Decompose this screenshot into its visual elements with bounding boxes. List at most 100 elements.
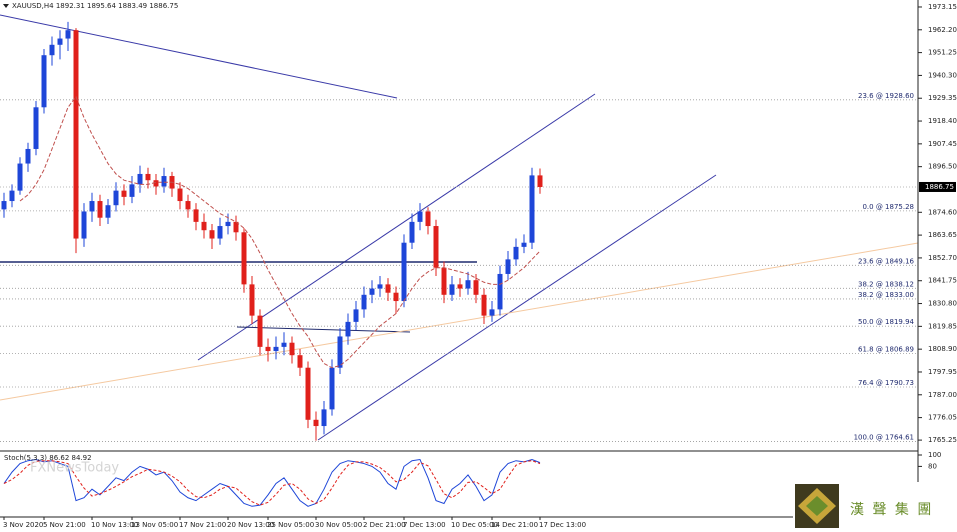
candle-body <box>345 321 351 337</box>
fib-label: 50.0 @ 1819.94 <box>858 318 915 326</box>
channel-lower <box>317 174 717 441</box>
candle-body <box>497 273 503 310</box>
y-tick-label: 1929.35 <box>928 94 957 102</box>
candle-body <box>481 294 487 316</box>
support-line <box>236 326 411 333</box>
candle-body <box>113 190 119 206</box>
candle-body <box>425 211 431 227</box>
candle-body <box>513 246 519 260</box>
candle-body <box>185 201 191 210</box>
y-tick-label: 1852.70 <box>928 254 957 262</box>
y-tick-label: 1918.40 <box>928 117 957 125</box>
plot: 1973.15 1962.20 1951.25 1940.30 1929.35 1918.… <box>0 3 957 529</box>
candle-body <box>177 188 183 202</box>
candle-body <box>449 284 455 295</box>
candle-body <box>97 201 103 218</box>
candle-body <box>281 342 287 347</box>
y-tick-label: 1841.75 <box>928 277 957 285</box>
candle-body <box>417 211 423 222</box>
y-tick-label: 1951.25 <box>928 49 957 57</box>
candle-body <box>153 180 159 187</box>
candle-body <box>233 221 239 233</box>
candle-body <box>273 346 279 352</box>
candle-body <box>505 259 511 274</box>
candle-body <box>489 309 495 316</box>
x-tick-label: 17 Dec 13:00 <box>539 521 586 529</box>
candle-body <box>297 355 303 368</box>
candle-body <box>473 280 479 295</box>
chart-title: XAUUSD,H4 1892.31 1895.64 1883.49 1886.7… <box>12 2 178 10</box>
candle-body <box>321 409 327 427</box>
y-tick-label: 1808.90 <box>928 345 957 353</box>
last-price-box <box>919 181 956 192</box>
candle-body <box>145 173 151 181</box>
logo: 漢 聲 集 團 <box>793 482 957 532</box>
candle-body <box>441 267 447 295</box>
candle-body <box>193 209 199 222</box>
candle-body <box>433 226 439 268</box>
candle-body <box>121 190 127 197</box>
candle-body <box>409 221 415 243</box>
candle-body <box>217 226 223 239</box>
candle-body <box>457 284 463 289</box>
candle-body <box>249 284 255 316</box>
stoch-title: Stoch(5,3,3) 86.62 84.92 <box>4 454 92 462</box>
menu-arrow <box>3 4 9 8</box>
fib-label: 0.0 @ 1875.28 <box>862 203 914 211</box>
long-ma-line <box>0 242 919 401</box>
x-tick-label: 17 Nov 21:00 <box>179 521 226 529</box>
y-tick-label: 1896.50 <box>928 163 957 171</box>
candle-body <box>225 221 231 227</box>
y-tick-label: 1940.30 <box>928 71 957 79</box>
candle-body <box>385 284 391 293</box>
y-tick-label: 1776.05 <box>928 414 957 422</box>
stoch-k <box>3 459 541 507</box>
x-tick-label: 3 Nov 2020 <box>3 521 43 529</box>
logo-diamond-inner <box>806 496 828 516</box>
candle-body <box>377 284 383 289</box>
y-tick-label: 1830.80 <box>928 300 957 308</box>
candle-body <box>105 205 111 218</box>
y-tick-label: 1765.25 <box>928 436 957 444</box>
x-tick-label: 20 Nov 13:00 <box>227 521 274 529</box>
candle-body <box>25 148 31 164</box>
candle-body <box>241 232 247 285</box>
y-tick-label: 1863.65 <box>928 231 957 239</box>
candle-body <box>313 419 319 427</box>
y-tick-label: 1962.20 <box>928 26 957 34</box>
candle-body <box>369 288 375 295</box>
y-tick-label: 1907.45 <box>928 140 957 148</box>
candle-body <box>33 107 39 149</box>
y-tick-label: 1973.15 <box>928 3 957 11</box>
y-tick-label: 1874.60 <box>928 208 957 216</box>
fib-label: 23.6 @ 1849.16 <box>858 257 915 265</box>
fib-label: 38.2 @ 1833.00 <box>858 291 914 299</box>
candle-body <box>41 55 47 108</box>
last-price-label: 1886.75 <box>925 183 954 191</box>
candle-body <box>209 230 215 239</box>
x-tick-label: 14 Dec 21:00 <box>491 521 538 529</box>
candle-body <box>81 211 87 239</box>
candle-body <box>465 280 471 289</box>
candle-body <box>73 30 79 239</box>
candle-body <box>161 176 167 187</box>
candle-body <box>353 309 359 322</box>
x-tick-label: 5 Nov 21:00 <box>43 521 86 529</box>
candle-body <box>529 175 535 243</box>
x-tick-label: 30 Nov 05:00 <box>315 521 362 529</box>
candle-body <box>361 294 367 310</box>
x-tick-label: 13 Nov 05:00 <box>131 521 178 529</box>
x-tick-label: 10 Dec 05:00 <box>451 521 498 529</box>
x-tick-label: 2 Dec 21:00 <box>363 521 406 529</box>
x-tick-label: 7 Dec 13:00 <box>403 521 446 529</box>
candle-body <box>305 367 311 420</box>
candle-body <box>289 342 295 356</box>
fib-label: 100.0 @ 1764.61 <box>854 433 914 441</box>
logo-text: 漢 聲 集 團 <box>850 501 933 518</box>
candle-body <box>537 175 543 187</box>
y-tick-label: 1797.95 <box>928 368 957 376</box>
candle-body <box>89 201 95 212</box>
candle-body <box>401 242 407 302</box>
